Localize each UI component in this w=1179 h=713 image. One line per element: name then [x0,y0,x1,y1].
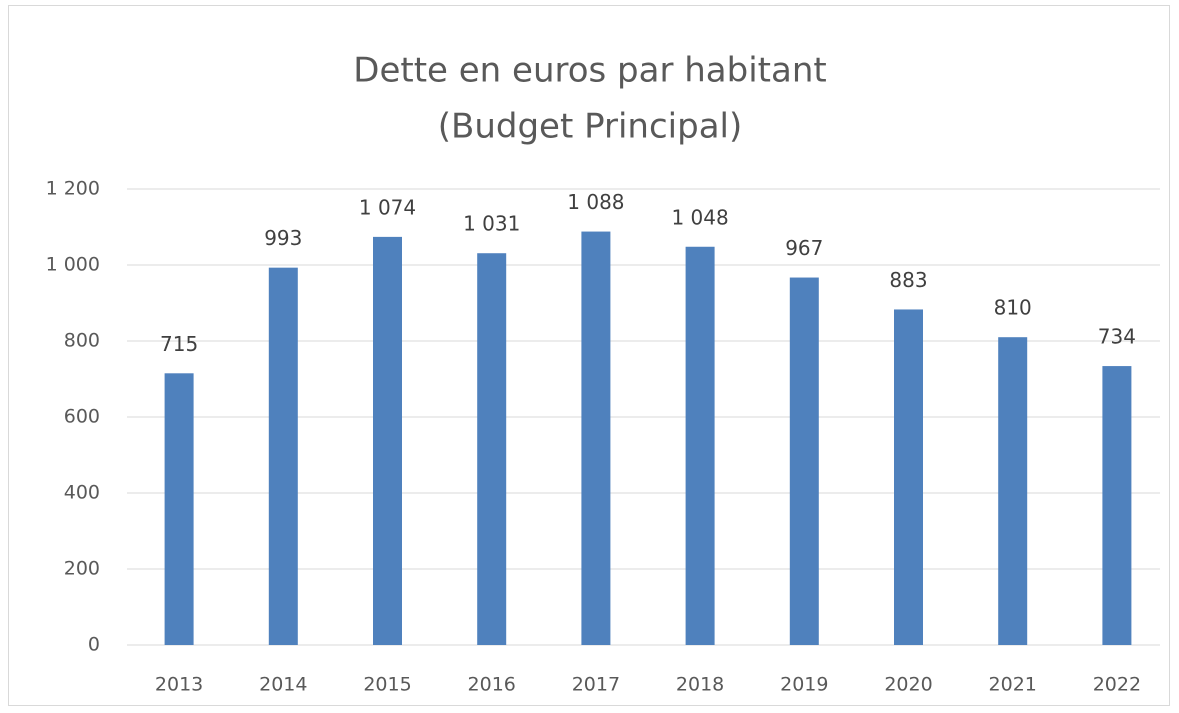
x-tick-label: 2015 [363,674,411,696]
x-tick-label: 2016 [468,674,516,696]
bar [581,231,611,645]
bar [685,246,715,645]
y-tick-label: 1 000 [46,254,100,276]
data-label: 734 [1098,325,1136,349]
data-label: 715 [160,332,198,356]
bar [789,277,819,645]
bar [1102,366,1132,645]
x-tick-label: 2013 [155,674,203,696]
chart-title: Dette en euros par habitant [353,51,826,91]
bar [268,267,298,645]
x-tick-label: 2020 [884,674,932,696]
y-tick-label: 400 [64,482,100,504]
x-tick-label: 2019 [780,674,828,696]
bar [894,309,923,645]
x-tick-label: 2022 [1093,674,1141,696]
data-label: 883 [889,268,927,292]
y-tick-label: 600 [64,406,100,428]
bar [373,236,402,645]
data-label: 1 048 [671,205,728,229]
x-tick-label: 2017 [572,674,620,696]
x-tick-label: 2014 [259,674,307,696]
data-label: 1 074 [359,195,416,219]
y-tick-label: 200 [64,558,100,580]
y-tick-label: 800 [64,330,100,352]
bar [164,373,194,645]
bar [477,253,507,645]
y-tick-label: 0 [88,634,100,656]
data-label: 967 [785,236,823,260]
chart-subtitle: (Budget Principal) [438,107,743,147]
y-tick-label: 1 200 [46,178,100,200]
data-label: 993 [264,226,302,250]
x-tick-label: 2018 [676,674,724,696]
data-label: 810 [994,296,1032,320]
data-label: 1 031 [463,212,520,236]
bar [998,337,1028,645]
data-label: 1 088 [567,190,624,214]
x-tick-label: 2021 [989,674,1037,696]
